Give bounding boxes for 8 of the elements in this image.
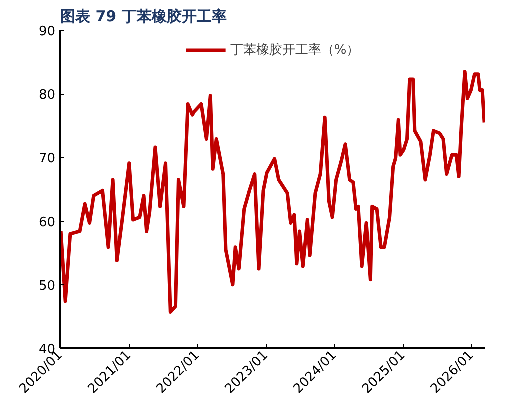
- chart-title: 图表 79 丁苯橡胶开工率: [60, 8, 227, 26]
- legend-label: 丁苯橡胶开工率（%）: [230, 42, 360, 59]
- line-series: [60, 70, 486, 314]
- y-tick-label: 70: [38, 152, 56, 167]
- y-tick-label: 60: [38, 215, 56, 230]
- y-tick-label: 80: [38, 88, 56, 104]
- y-tick-label: 90: [38, 24, 56, 40]
- y-tick-label: 50: [38, 278, 56, 294]
